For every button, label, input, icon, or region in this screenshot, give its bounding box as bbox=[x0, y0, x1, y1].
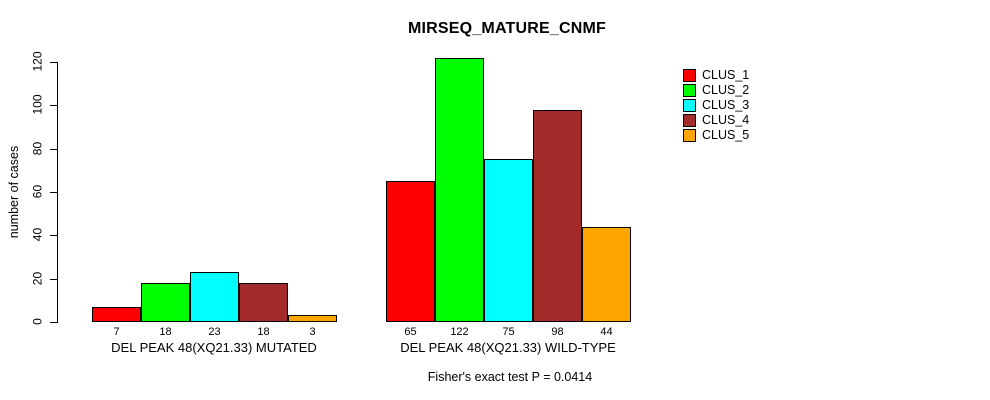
legend-label: CLUS_4 bbox=[702, 113, 750, 127]
bar-value-label: 65 bbox=[404, 326, 417, 338]
legend-item-clus_1: CLUS_1 bbox=[683, 68, 749, 83]
y-tick bbox=[50, 192, 57, 193]
y-tick-label: 0 bbox=[30, 318, 45, 325]
legend-item-clus_3: CLUS_3 bbox=[683, 98, 749, 113]
bar-value-label: 18 bbox=[159, 326, 172, 338]
chart-title: MIRSEQ_MATURE_CNMF bbox=[408, 20, 606, 37]
y-tick-label: 120 bbox=[30, 51, 45, 72]
bar-value-label: 44 bbox=[600, 326, 613, 338]
y-axis-label: number of cases bbox=[7, 145, 21, 239]
y-tick bbox=[50, 149, 57, 150]
bar-clus_5-group-1 bbox=[288, 315, 337, 322]
bar-clus_4-group-2 bbox=[533, 110, 582, 322]
y-tick bbox=[50, 62, 57, 63]
legend-swatch bbox=[683, 99, 696, 112]
bar-value-label: 75 bbox=[502, 326, 515, 338]
y-tick-label: 100 bbox=[30, 94, 45, 115]
y-tick bbox=[50, 279, 57, 280]
bar-clus_2-group-1 bbox=[141, 283, 190, 322]
legend-swatch bbox=[683, 84, 696, 97]
group-label-mutated: DEL PEAK 48(XQ21.33) MUTATED bbox=[111, 340, 317, 355]
y-axis-line bbox=[57, 62, 58, 323]
bar-value-label: 3 bbox=[309, 326, 316, 338]
bar-clus_4-group-1 bbox=[239, 283, 288, 322]
y-tick-label: 20 bbox=[30, 271, 45, 286]
legend-swatch bbox=[683, 114, 696, 127]
bar-clus_3-group-2 bbox=[484, 159, 533, 322]
legend: CLUS_1 CLUS_2 CLUS_3 CLUS_4 CLUS_5 bbox=[683, 68, 749, 143]
bar-value-label: 98 bbox=[551, 326, 564, 338]
y-tick bbox=[50, 235, 57, 236]
y-tick-label: 60 bbox=[30, 184, 45, 199]
legend-item-clus_5: CLUS_5 bbox=[683, 128, 749, 143]
bar-clus_1-group-2 bbox=[386, 181, 435, 322]
y-tick bbox=[50, 322, 57, 323]
legend-item-clus_2: CLUS_2 bbox=[683, 83, 749, 98]
footnote-fisher-test: Fisher's exact test P = 0.0414 bbox=[427, 370, 593, 384]
group-label-wild-type: DEL PEAK 48(XQ21.33) WILD-TYPE bbox=[400, 340, 616, 355]
y-tick bbox=[50, 105, 57, 106]
bar-value-label: 7 bbox=[113, 326, 120, 338]
bar-clus_3-group-1 bbox=[190, 272, 239, 322]
legend-item-clus_4: CLUS_4 bbox=[683, 113, 749, 128]
legend-label: CLUS_3 bbox=[702, 98, 750, 112]
legend-label: CLUS_2 bbox=[702, 83, 750, 97]
bar-value-label: 18 bbox=[257, 326, 270, 338]
y-tick-label: 80 bbox=[30, 141, 45, 156]
y-tick-label: 40 bbox=[30, 227, 45, 242]
legend-swatch bbox=[683, 129, 696, 142]
bar-clus_5-group-2 bbox=[582, 227, 631, 322]
bar-clus_2-group-2 bbox=[435, 58, 484, 322]
bar-value-label: 23 bbox=[208, 326, 221, 338]
legend-label: CLUS_5 bbox=[702, 128, 750, 142]
legend-swatch bbox=[683, 69, 696, 82]
bar-value-label: 122 bbox=[450, 326, 469, 338]
bar-clus_1-group-1 bbox=[92, 307, 141, 322]
legend-label: CLUS_1 bbox=[702, 68, 750, 82]
